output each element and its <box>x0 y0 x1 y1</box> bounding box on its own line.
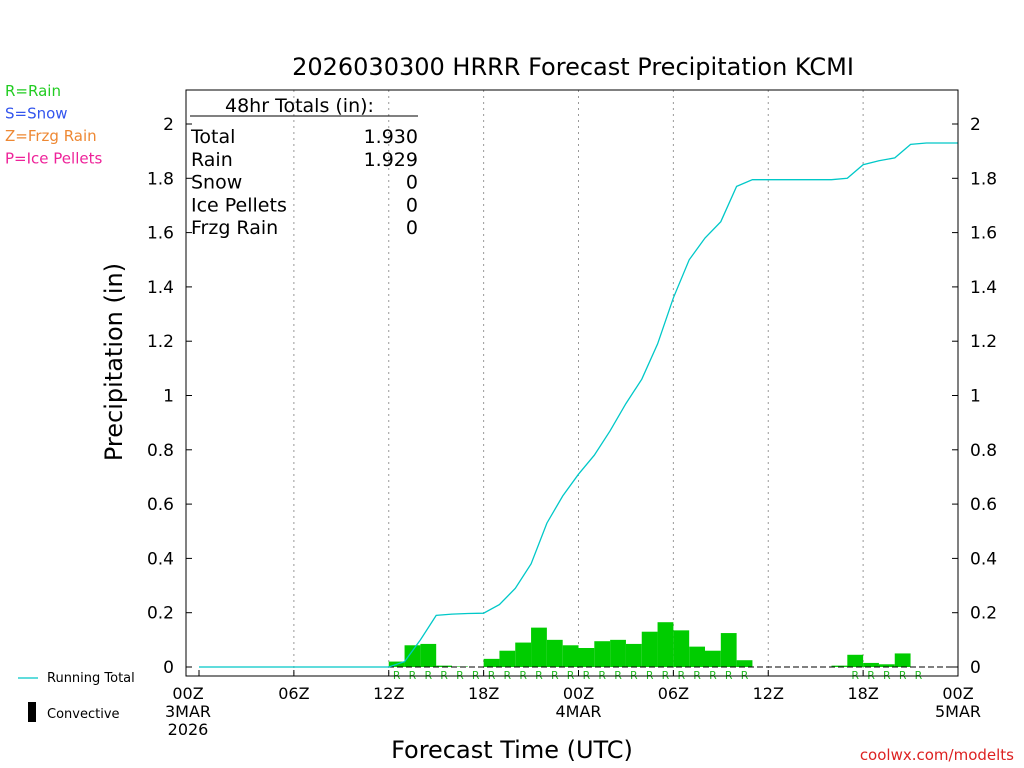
type-legend-item: Z=Frzg Rain <box>5 127 97 145</box>
precip-bar <box>641 631 658 667</box>
x-tick-label: 00Z <box>942 684 973 703</box>
y-tick-label: 0.2 <box>970 604 997 624</box>
y-tick-label: 0.6 <box>147 495 174 515</box>
y-tick-label: 1.6 <box>970 224 997 244</box>
x-axis-label: Forecast Time (UTC) <box>391 736 633 764</box>
precip-bar <box>531 627 547 667</box>
precip-bar <box>894 653 911 667</box>
precip-bar <box>546 639 563 667</box>
precip-bar <box>736 660 753 667</box>
y-axis-right: 0 0.2 0.4 0.6 0.8 1 1.2 1.4 1.6 1.8 2 <box>952 115 997 678</box>
y-tick-label: 1.2 <box>970 332 997 352</box>
y-tick-label: 0.4 <box>970 549 997 569</box>
totals-row-label: Total <box>190 126 235 148</box>
type-legend-item: S=Snow <box>5 105 68 123</box>
chart-title: 2026030300 HRRR Forecast Precipitation K… <box>292 53 854 81</box>
precip-bar <box>562 645 579 667</box>
precip-bar <box>594 641 611 667</box>
x-tick-label: 4MAR <box>555 702 601 721</box>
x-tick-label: 00Z <box>563 684 594 703</box>
x-tick-label: 12Z <box>753 684 784 703</box>
precip-bar <box>452 666 468 667</box>
precip-bar <box>831 665 848 667</box>
precip-bar <box>673 630 690 667</box>
y-tick-label: 1.8 <box>147 169 174 189</box>
x-tick-label: 2026 <box>168 720 209 739</box>
totals-box: 48hr Totals (in): Total 1.930 Rain 1.929 Sno… <box>190 95 418 239</box>
precip-bar <box>863 662 879 667</box>
plot-frame <box>185 89 959 677</box>
x-tick-label: 5MAR <box>935 702 981 721</box>
y-tick-label: 0.4 <box>147 549 174 569</box>
type-legend-item: P=Ice Pellets <box>5 150 102 168</box>
type-legend: R=Rain S=Snow Z=Frzg Rain P=Ice Pellets <box>5 82 102 168</box>
y-tick-label: 0 <box>970 658 981 678</box>
x-tick-label: 3MAR <box>165 702 211 721</box>
x-tick-label: 12Z <box>373 684 404 703</box>
precip-bar <box>878 664 895 667</box>
y-tick-label: 2 <box>970 115 981 135</box>
y-tick-label: 1.6 <box>147 224 174 244</box>
precip-bar <box>657 622 674 667</box>
precip-bar <box>625 643 642 667</box>
precip-bar <box>610 639 626 667</box>
precip-bar <box>689 646 705 667</box>
series-legend: Running Total Convective <box>18 671 135 722</box>
grid-lines <box>293 90 864 676</box>
totals-row-value: 0 <box>406 194 418 216</box>
running-total-legend-label: Running Total <box>47 671 135 686</box>
totals-row-label: Rain <box>191 149 233 171</box>
precip-bar <box>483 658 500 667</box>
totals-row-label: Ice Pellets <box>191 194 287 216</box>
convective-legend-swatch <box>28 702 36 722</box>
y-tick-label: 1 <box>163 387 174 407</box>
precip-bar <box>515 642 532 667</box>
y-tick-label: 1.8 <box>970 169 997 189</box>
x-tick-label: 06Z <box>658 684 689 703</box>
y-axis-label: Precipitation (in) <box>100 263 128 461</box>
y-tick-label: 0.2 <box>147 604 174 624</box>
precip-bar <box>420 643 437 667</box>
totals-row-value: 1.929 <box>364 149 418 171</box>
hourly-bars <box>388 622 911 667</box>
running-total <box>199 142 958 668</box>
precip-bar <box>847 654 864 667</box>
precip-bar <box>720 633 737 667</box>
y-axis-left: 0 0.2 0.4 0.6 0.8 1 1.2 1.4 1.6 1.8 2 <box>147 115 192 678</box>
x-tick-label: 18Z <box>847 684 878 703</box>
totals-row-value: 0 <box>406 217 418 239</box>
x-tick-label: 18Z <box>468 684 499 703</box>
precip-bar <box>436 665 452 667</box>
precip-bar <box>499 650 516 667</box>
totals-header: 48hr Totals (in): <box>225 95 374 117</box>
y-tick-label: 0 <box>163 658 174 678</box>
running-total-line <box>199 142 958 668</box>
precip-bar <box>404 645 421 667</box>
convective-legend-label: Convective <box>47 707 120 722</box>
y-tick-label: 1.4 <box>147 278 174 298</box>
totals-row-value: 1.930 <box>364 126 418 148</box>
y-tick-label: 0.6 <box>970 495 997 515</box>
precip-bar <box>578 647 595 667</box>
x-tick-label: 00Z <box>172 684 203 703</box>
y-tick-label: 0.8 <box>970 441 997 461</box>
credit-text: coolwx.com/modelts <box>860 746 1014 764</box>
totals-row-label: Snow <box>191 172 242 194</box>
y-tick-label: 1.4 <box>970 278 997 298</box>
y-tick-label: 2 <box>163 115 174 135</box>
totals-row-label: Frzg Rain <box>191 217 278 239</box>
y-tick-label: 0.8 <box>147 441 174 461</box>
y-tick-label: 1 <box>970 387 981 407</box>
y-tick-label: 1.2 <box>147 332 174 352</box>
totals-row-value: 0 <box>406 172 418 194</box>
precip-bar <box>705 650 721 667</box>
type-legend-item: R=Rain <box>5 82 61 100</box>
x-tick-label: 06Z <box>278 684 309 703</box>
